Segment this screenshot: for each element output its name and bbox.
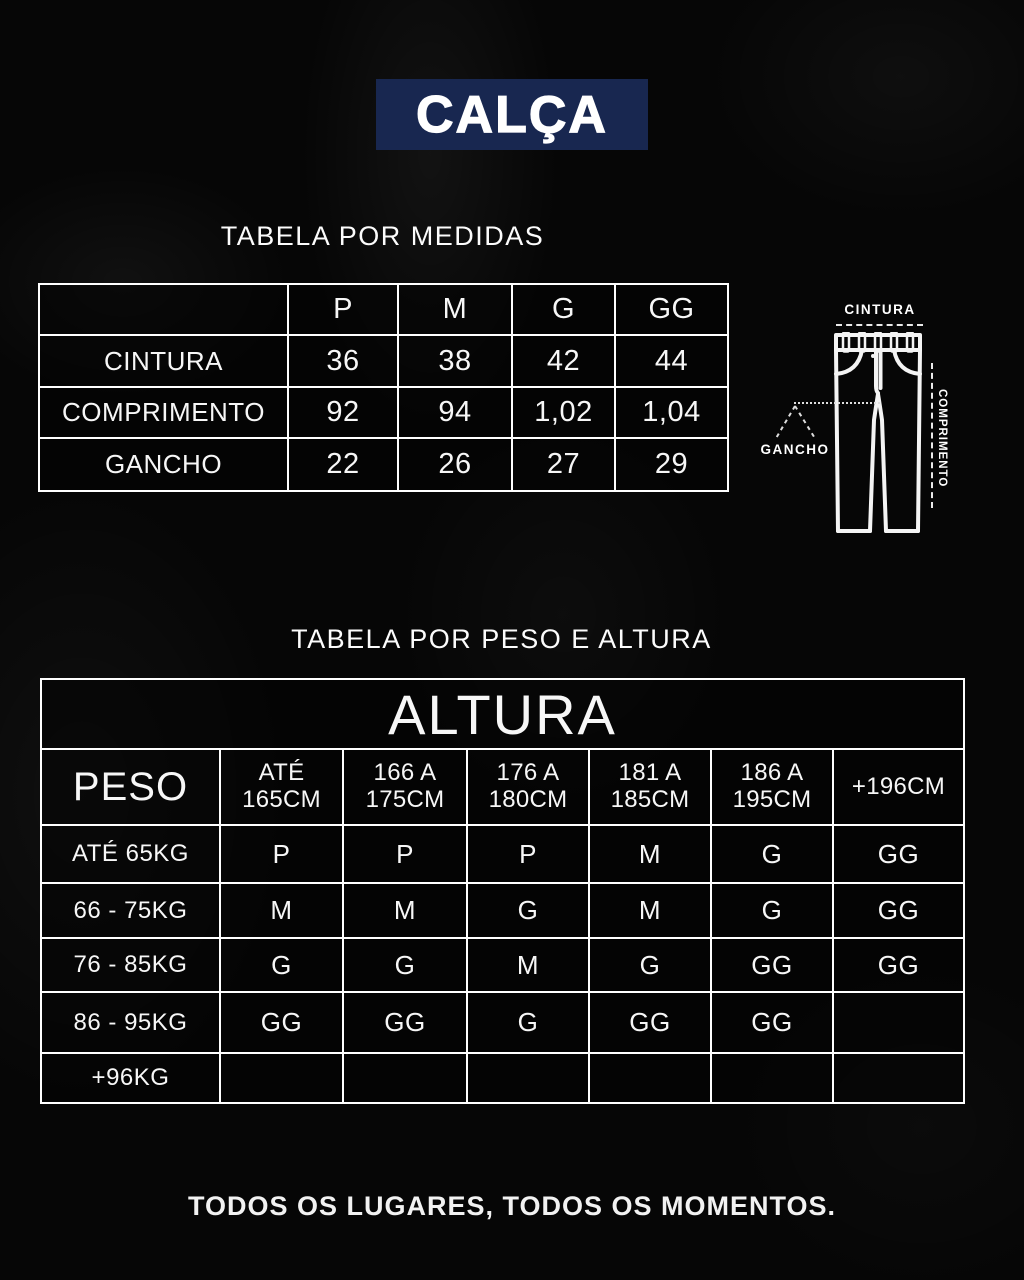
cell-w5-h6 <box>832 1052 965 1104</box>
cell-comprimento-gg: 1,04 <box>614 386 729 439</box>
cell-w5-h5 <box>710 1052 834 1104</box>
cell-w5-h2 <box>342 1052 468 1104</box>
size-header-gg: GG <box>614 283 729 336</box>
cell-gancho-g: 27 <box>511 437 616 492</box>
diagram-length-label: COMPRIMENTO <box>936 388 948 488</box>
cell-w5-h1 <box>219 1052 344 1104</box>
cell-comprimento-g: 1,02 <box>511 386 616 439</box>
cell-cintura-m: 38 <box>397 334 513 388</box>
measurements-table: P M G GG CINTURA 36 38 42 44 COMPRIMENTO… <box>38 283 729 492</box>
cell-w2-h3: G <box>466 882 590 939</box>
cell-gancho-p: 22 <box>287 437 399 492</box>
cell-w4-h5: GG <box>710 991 834 1054</box>
cell-w4-h3: G <box>466 991 590 1054</box>
weight-row-label-1: ATÉ 65KG <box>40 824 221 884</box>
cell-w3-h3: M <box>466 937 590 993</box>
cell-gancho-gg: 29 <box>614 437 729 492</box>
size-header-m: M <box>397 283 513 336</box>
rise-pointer-caret <box>774 405 817 441</box>
cell-gancho-m: 26 <box>397 437 513 492</box>
cell-w2-h2: M <box>342 882 468 939</box>
page-title: CALÇA <box>415 85 608 144</box>
cell-w3-h5: GG <box>710 937 834 993</box>
cell-w3-h1: G <box>219 937 344 993</box>
pants-diagram: CINTURA <box>755 298 995 558</box>
cell-w1-h5: G <box>710 824 834 884</box>
cell-cintura-p: 36 <box>287 334 399 388</box>
diagram-rise-label: GANCHO <box>760 442 830 457</box>
cell-w4-h4: GG <box>588 991 712 1054</box>
waist-dashed-line <box>836 324 923 326</box>
size-header-g: G <box>511 283 616 336</box>
height-header-1: ATÉ 165CM <box>219 748 344 826</box>
cell-w1-h4: M <box>588 824 712 884</box>
size-header-p: P <box>287 283 399 336</box>
cell-w1-h2: P <box>342 824 468 884</box>
weight-row-label-2: 66 - 75KG <box>40 882 221 939</box>
weight-height-heading: TABELA POR PESO E ALTURA <box>291 624 712 654</box>
peso-corner-header: PESO <box>40 748 221 826</box>
height-header-4: 181 A 185CM <box>588 748 712 826</box>
cell-comprimento-m: 94 <box>397 386 513 439</box>
title-banner: CALÇA <box>376 79 648 150</box>
cell-w4-h6 <box>832 991 965 1054</box>
cell-w1-h1: P <box>219 824 344 884</box>
footer-slogan: TODOS OS LUGARES, TODOS OS MOMENTOS. <box>187 1191 837 1221</box>
altura-group-header: ALTURA <box>40 678 965 750</box>
pants-icon <box>834 332 922 533</box>
weight-row-label-4: 86 - 95KG <box>40 991 221 1054</box>
cell-w5-h3 <box>466 1052 590 1104</box>
row-label-comprimento: COMPRIMENTO <box>38 386 289 439</box>
row-label-cintura: CINTURA <box>38 334 289 388</box>
measurements-heading: TABELA POR MEDIDAS <box>220 221 545 251</box>
cell-w1-h3: P <box>466 824 590 884</box>
cell-w3-h2: G <box>342 937 468 993</box>
cell-w2-h5: G <box>710 882 834 939</box>
cell-w3-h6: GG <box>832 937 965 993</box>
cell-comprimento-p: 92 <box>287 386 399 439</box>
corner-cell <box>38 283 289 336</box>
weight-row-label-5: +96KG <box>40 1052 221 1104</box>
cell-w4-h2: GG <box>342 991 468 1054</box>
row-label-gancho: GANCHO <box>38 437 289 492</box>
cell-cintura-gg: 44 <box>614 334 729 388</box>
cell-w2-h4: M <box>588 882 712 939</box>
length-dashed-line <box>931 363 933 508</box>
cell-cintura-g: 42 <box>511 334 616 388</box>
diagram-waist-label: CINTURA <box>844 302 916 317</box>
cell-w4-h1: GG <box>219 991 344 1054</box>
cell-w5-h4 <box>588 1052 712 1104</box>
rise-pointer-line <box>794 402 880 404</box>
height-header-6: +196CM <box>832 748 965 826</box>
cell-w2-h1: M <box>219 882 344 939</box>
weight-height-table: ALTURA PESO ATÉ 165CM 166 A 175CM 176 A … <box>40 678 965 1104</box>
height-header-5: 186 A 195CM <box>710 748 834 826</box>
height-header-3: 176 A 180CM <box>466 748 590 826</box>
weight-row-label-3: 76 - 85KG <box>40 937 221 993</box>
cell-w1-h6: GG <box>832 824 965 884</box>
cell-w3-h4: G <box>588 937 712 993</box>
cell-w2-h6: GG <box>832 882 965 939</box>
height-header-2: 166 A 175CM <box>342 748 468 826</box>
